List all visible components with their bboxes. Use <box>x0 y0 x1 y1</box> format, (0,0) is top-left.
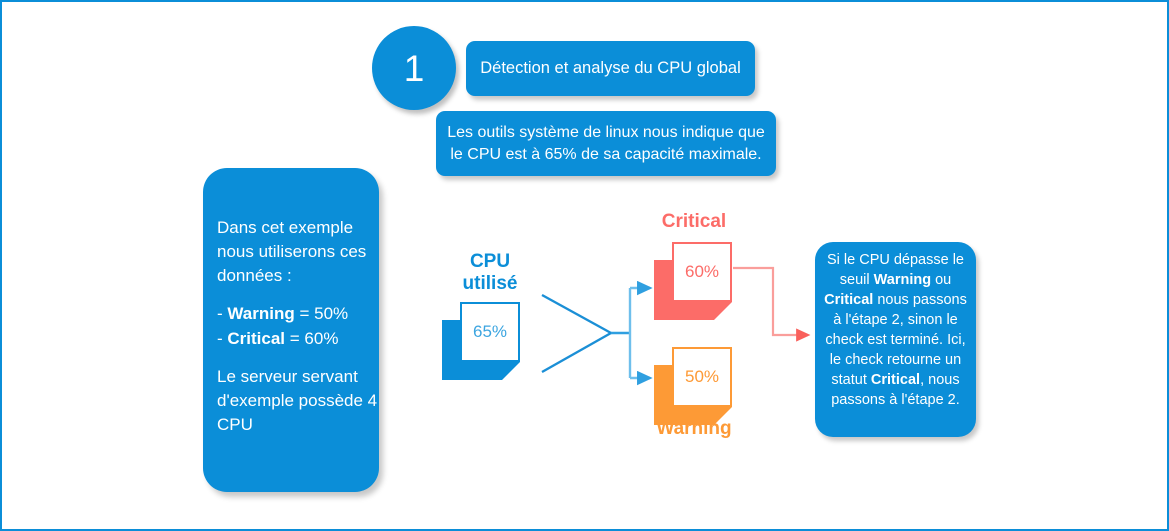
critical-cube-side-faces <box>654 260 732 320</box>
cpu-cube-value: 65% <box>472 322 508 341</box>
connector-critical-to-result <box>733 266 811 342</box>
critical-cube: 60% <box>654 242 732 320</box>
data-panel-server-note: Le serveur servant d'exemple possède 4 C… <box>217 366 378 434</box>
cpu-cube-label: CPU utilisé <box>457 251 523 296</box>
threshold-warning-name: Warning <box>227 304 295 324</box>
step-title-box: Détection et analyse du CPU global <box>466 41 755 96</box>
cpu-cube-label-line1: CPU <box>469 251 511 272</box>
conclusion-seg-5: Critical <box>870 372 921 388</box>
warning-cube: 50% <box>654 347 732 425</box>
connector-cpu-to-split <box>541 293 630 374</box>
threshold-critical-name: Critical <box>227 328 286 348</box>
conclusion-seg-0: Si le CPU dépasse le seuil <box>826 252 964 288</box>
data-panel-spacer-2 <box>217 351 379 365</box>
threshold-critical-value: = 60% <box>285 328 339 348</box>
conclusion-seg-3: Critical <box>824 292 874 308</box>
tools-note-label: Les outils système de linux nous indique… <box>447 124 765 163</box>
threshold-warning-value: = 50% <box>294 304 349 324</box>
warning-cube-side-faces <box>654 365 732 425</box>
conclusion-seg-4: nous passons à l'étape 2, sinon le check… <box>825 292 967 388</box>
warning-cube-value: 50% <box>684 367 720 386</box>
step-number-label: 1 <box>403 47 425 89</box>
example-data-panel: Dans cet exemple nous utiliserons ces do… <box>203 168 379 492</box>
critical-cube-label: Critical <box>661 211 727 232</box>
cpu-cube-side-faces <box>442 320 520 380</box>
step-title-label: Détection et analyse du CPU global <box>480 59 741 77</box>
conclusion-seg-1: Warning <box>873 272 932 288</box>
threshold-row-warning: - Warning = 50% <box>217 302 379 326</box>
warning-cube-label: Warning <box>656 418 732 439</box>
critical-cube-value: 60% <box>684 262 720 281</box>
threshold-critical-prefix: - <box>217 328 228 348</box>
conclusion-seg-6: , nous passons à l'étape 2. <box>831 372 960 408</box>
critical-cube-front: 60% <box>672 242 732 302</box>
cpu-cube-front: 65% <box>460 302 520 362</box>
cpu-cube-label-line2: utilisé <box>462 273 518 295</box>
data-panel-intro: Dans cet exemple nous utiliserons ces do… <box>217 218 367 286</box>
threshold-warning-prefix: - <box>217 304 228 324</box>
step-number-circle: 1 <box>372 26 456 110</box>
tools-note-box: Les outils système de linux nous indique… <box>436 111 776 176</box>
conclusion-panel: Si le CPU dépasse le seuil Warning ou Cr… <box>815 242 976 437</box>
threshold-row-critical: - Critical = 60% <box>217 327 379 351</box>
conclusion-seg-2: ou <box>931 272 952 288</box>
data-panel-spacer-1 <box>217 288 379 302</box>
warning-cube-front: 50% <box>672 347 732 407</box>
cpu-cube: 65% <box>442 302 520 380</box>
